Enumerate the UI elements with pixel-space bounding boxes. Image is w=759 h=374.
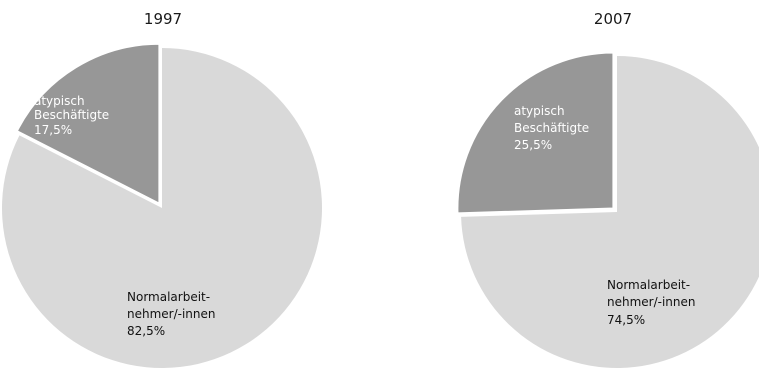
slice-label-normal-1997: Normalarbeit- nehmer/-innen 82,5% (127, 290, 216, 338)
label-line: atypisch (34, 94, 85, 108)
label-line: Normalarbeit- (607, 278, 690, 292)
pie-slice-atypical-2007 (456, 51, 615, 215)
chart-title-1997: 1997 (144, 10, 182, 28)
slice-label-normal-2007: Normalarbeit- nehmer/-innen 74,5% (607, 278, 696, 327)
pie-slice-atypical-1997 (15, 42, 161, 206)
slice-value-label: 17,5% (34, 123, 72, 137)
slice-label-atypical-1997: atypisch Beschäftigte 17,5% (34, 94, 109, 137)
pie-chart-2007: 2007 atypisch Beschäftigte 25,5% Normala… (456, 10, 759, 368)
slice-value-label: 74,5% (607, 313, 645, 327)
slice-value-label: 82,5% (127, 324, 165, 338)
pie-slice-normal-2007 (461, 56, 759, 368)
label-line: Beschäftigte (34, 108, 109, 122)
label-line: Beschäftigte (514, 121, 589, 135)
pie-chart-1997: 1997 atypisch Beschäftigte 17,5% Normala… (2, 10, 323, 368)
label-line: nehmer/-innen (607, 295, 696, 309)
slice-value-label: 25,5% (514, 138, 552, 152)
slice-label-atypical-2007: atypisch Beschäftigte 25,5% (514, 104, 589, 152)
label-line: nehmer/-innen (127, 307, 216, 321)
label-line: atypisch (514, 104, 565, 118)
pie-slice-normal-1997 (2, 47, 323, 368)
label-line: Normalarbeit- (127, 290, 210, 304)
chart-title-2007: 2007 (594, 10, 632, 28)
